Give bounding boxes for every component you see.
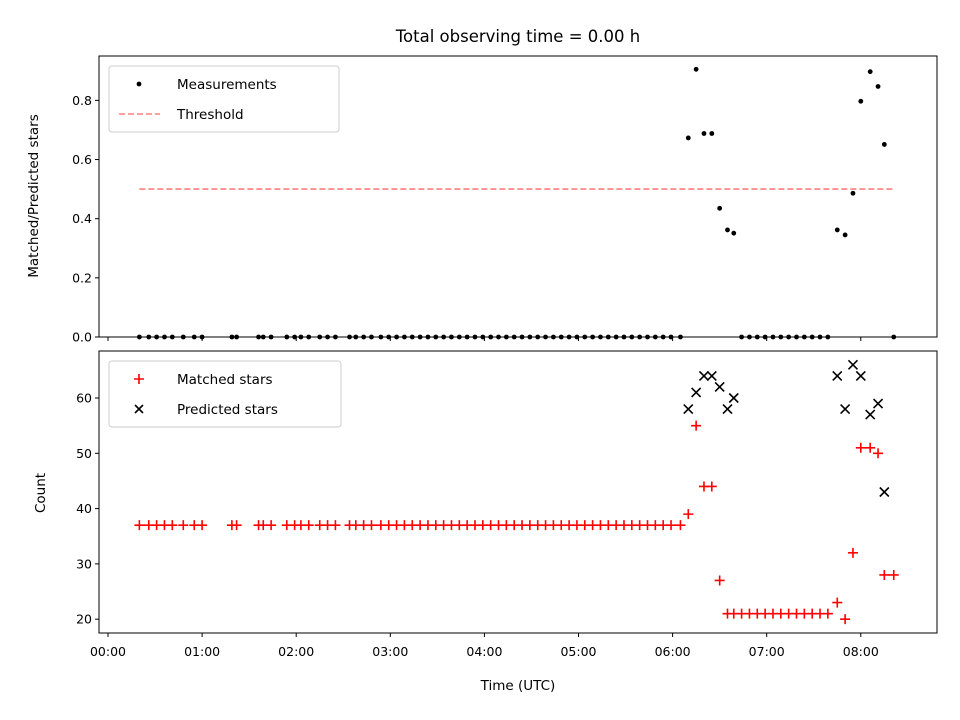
predicted-star-point <box>714 381 725 393</box>
matched-star-point <box>675 520 686 531</box>
matched-star-point <box>714 575 725 586</box>
matched-star-point <box>706 481 717 492</box>
x-tick-label: 00:00 <box>90 644 126 659</box>
measurement-point <box>717 205 723 211</box>
measurement-point <box>685 135 691 141</box>
top-y-tick-label: 0.6 <box>72 152 92 167</box>
matched-star-point <box>879 569 890 580</box>
matched-star-point <box>303 520 314 531</box>
top-legend: Measurements Threshold <box>108 65 340 133</box>
x-tick-label: 05:00 <box>560 644 596 659</box>
bottom-legend: Matched stars Predicted stars <box>108 360 342 428</box>
x-tick-label: 04:00 <box>466 644 502 659</box>
measurement-point <box>709 131 715 136</box>
bottom-axes-frame <box>98 350 938 634</box>
measurement-point <box>701 131 707 136</box>
predicted-star-point <box>840 403 851 415</box>
matched-star-point <box>231 520 242 531</box>
x-tick-label: 03:00 <box>372 644 408 659</box>
predicted-star-point <box>728 392 739 404</box>
predicted-star-point <box>722 403 733 415</box>
matched-star-point <box>832 597 843 608</box>
predicted-star-point <box>683 403 694 415</box>
matched-star-point <box>847 547 858 558</box>
top-y-tick-label: 0.0 <box>72 330 92 345</box>
top-panel: Matched/Predicted stars 0.00.20.40.60.8 … <box>26 55 938 345</box>
measurement-point <box>731 230 737 236</box>
measurement-point <box>881 142 887 147</box>
predicted-star-point <box>872 398 884 409</box>
bottom-y-tick-label: 60 <box>76 391 92 406</box>
matched-star-point <box>855 442 866 453</box>
x-tick-label: 02:00 <box>278 644 314 659</box>
legend-measurements-label: Measurements <box>177 77 277 93</box>
top-y-axis-label: Matched/Predicted stars <box>26 114 42 277</box>
top-legend-box <box>108 65 340 133</box>
x-axis-label: Time (UTC) <box>480 678 556 694</box>
bottom-y-tick-label: 20 <box>76 612 92 627</box>
bottom-marks <box>134 359 899 625</box>
measurement-point <box>875 84 881 89</box>
predicted-star-point <box>706 370 717 381</box>
x-tick-label: 06:00 <box>655 644 691 659</box>
matched-star-point <box>197 520 208 531</box>
matched-star-point <box>330 520 341 531</box>
predicted-star-point <box>865 409 876 420</box>
measurement-point <box>834 227 840 233</box>
matched-star-point <box>666 520 677 531</box>
legend-predicted-label: Predicted stars <box>177 402 278 418</box>
measurement-point <box>850 190 856 196</box>
bottom-legend-box <box>108 360 342 428</box>
bottom-x-ticks: 00:00 01:00 02:00 03:00 04:00 05:00 06:00 07:00… <box>90 633 879 659</box>
bottom-y-ticks: 20 30 40 50 60 <box>76 391 99 627</box>
matched-star-point <box>167 520 178 531</box>
matched-star-point <box>865 442 876 453</box>
measurement-point <box>693 66 699 72</box>
matched-star-point <box>683 509 694 520</box>
matched-star-point <box>178 520 189 531</box>
matched-star-point <box>822 608 833 619</box>
x-tick-label: 01:00 <box>184 644 220 659</box>
predicted-star-point <box>691 387 702 398</box>
legend-matched-marker <box>134 374 144 384</box>
legend-predicted-marker <box>134 404 144 414</box>
matched-star-point <box>873 448 884 459</box>
legend-threshold-label: Threshold <box>176 107 244 123</box>
bottom-y-tick-label: 50 <box>76 446 92 461</box>
matched-star-point <box>134 520 145 531</box>
predicted-star-point <box>855 370 866 381</box>
predicted-star-point <box>832 370 843 381</box>
bottom-panel: Count Time (UTC) 20 30 40 50 60 00:00 01:00 02… <box>33 350 938 694</box>
predicted-star-point <box>698 370 710 381</box>
matched-star-point <box>691 420 702 431</box>
matched-star-point <box>840 614 851 625</box>
top-axes-frame <box>98 55 938 338</box>
top-y-ticks: 0.0 0.2 0.4 0.6 0.8 <box>72 93 99 345</box>
top-y-tick-label: 0.2 <box>72 270 92 285</box>
bottom-y-axis-label: Count <box>33 473 49 513</box>
measurement-point <box>842 232 848 238</box>
top-y-tick-label: 0.4 <box>72 211 92 226</box>
matched-star-point <box>266 520 277 531</box>
x-tick-label: 07:00 <box>749 644 785 659</box>
matched-star-point <box>366 520 377 531</box>
top-y-tick-label: 0.8 <box>72 93 92 108</box>
bottom-y-tick-label: 40 <box>76 501 92 516</box>
measurement-point <box>858 98 864 104</box>
matched-star-point <box>888 569 899 580</box>
measurement-point <box>867 69 873 75</box>
predicted-star-point <box>879 486 890 498</box>
legend-measurements-marker <box>136 81 142 87</box>
legend-matched-label: Matched stars <box>177 372 273 388</box>
x-tick-label: 08:00 <box>843 644 879 659</box>
predicted-star-point <box>847 359 859 370</box>
chart-title: Total observing time = 0.00 h <box>395 27 640 46</box>
bottom-y-tick-label: 30 <box>76 556 92 571</box>
measurement-point <box>725 227 730 233</box>
